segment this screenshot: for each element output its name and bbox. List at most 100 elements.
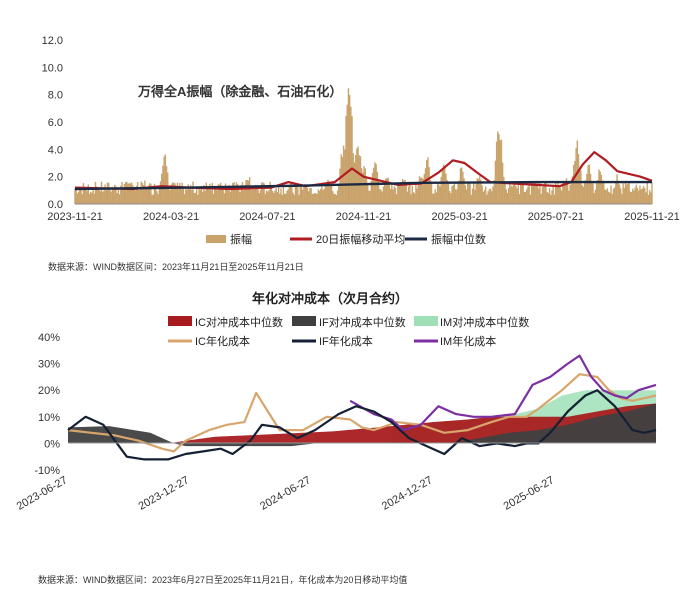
amplitude-bar	[506, 192, 509, 204]
legend-swatch-if-median	[292, 316, 316, 326]
amplitude-bar	[436, 184, 439, 204]
amplitude-bar	[80, 188, 82, 204]
amplitude-bar	[141, 183, 144, 204]
ma20-line	[74, 151, 653, 191]
amplitude-bar	[492, 186, 494, 204]
y-tick-label: -10%	[34, 465, 60, 477]
amplitude-bar	[640, 189, 642, 204]
amplitude-bar	[547, 192, 550, 204]
amplitude-bar	[438, 184, 440, 204]
amplitude-bar	[386, 178, 388, 204]
amplitude-bar	[232, 182, 234, 204]
amplitude-bar	[528, 184, 530, 204]
amplitude-bar	[507, 187, 510, 204]
amplitude-bar	[593, 193, 595, 204]
amplitude-bar	[448, 191, 451, 204]
amplitude-bar	[604, 189, 606, 204]
amplitude-bar	[282, 186, 285, 204]
amplitude-bar	[592, 183, 594, 204]
amplitude-bar	[533, 182, 535, 204]
amplitude-bar	[164, 154, 167, 204]
amplitude-bar	[513, 182, 516, 204]
amplitude-bar	[550, 194, 552, 204]
amplitude-bar	[480, 179, 482, 204]
amplitude-bar	[446, 180, 448, 204]
amplitude-bar	[538, 188, 540, 204]
amplitude-bar	[170, 184, 173, 204]
amplitude-bar	[256, 187, 258, 204]
amplitude-bar	[617, 181, 619, 204]
amplitude-bar	[601, 180, 604, 204]
ic-cost-line	[67, 373, 657, 453]
amplitude-bar	[469, 181, 471, 204]
amplitude-bar	[229, 191, 232, 204]
amplitude-bar	[563, 181, 565, 204]
amplitude-bar	[254, 184, 257, 204]
amplitude-bar	[642, 186, 645, 204]
amplitude-bar	[558, 185, 560, 204]
amplitude-bar	[86, 191, 88, 204]
amplitude-bar	[379, 189, 381, 204]
amplitude-bar	[315, 193, 317, 204]
amplitude-bar	[142, 185, 145, 204]
amplitude-bar	[424, 168, 427, 204]
amplitude-bar	[360, 168, 363, 204]
x-tick-label: 2023-11-21	[47, 211, 102, 223]
amplitude-bar	[267, 191, 269, 204]
amplitude-bar	[338, 184, 340, 204]
amplitude-bar	[224, 183, 227, 204]
amplitude-bar	[518, 194, 521, 204]
amplitude-bar	[330, 184, 333, 204]
amplitude-bar	[553, 194, 556, 204]
amplitude-bar	[536, 183, 539, 204]
amplitude-bar	[418, 176, 421, 204]
x-tick-label: 2025-11-21	[624, 211, 679, 223]
chart-title: 万得全A振幅（除金融、石油石化）	[137, 84, 342, 99]
amplitude-bar	[413, 193, 416, 204]
amplitude-bar	[503, 176, 505, 204]
amplitude-bar	[316, 193, 318, 204]
amplitude-bar	[585, 180, 587, 204]
amplitude-bar	[650, 192, 652, 204]
amplitude-bar	[138, 190, 140, 204]
amplitude-bar	[221, 189, 223, 204]
amplitude-bar	[133, 187, 135, 204]
amplitude-bar	[442, 164, 445, 204]
amplitude-bar	[579, 167, 581, 204]
amplitude-bar	[280, 188, 282, 204]
amplitude-bar	[457, 182, 459, 204]
amplitude-bar	[158, 188, 161, 204]
amplitude-bar	[105, 190, 108, 204]
amplitude-bar	[253, 189, 256, 204]
amplitude-bar	[615, 182, 617, 204]
amplitude-bar	[94, 181, 97, 204]
amplitude-bar	[586, 173, 588, 204]
x-tick-label: 2025-06-27	[502, 474, 557, 513]
amplitude-bar	[430, 181, 433, 204]
amplitude-bar	[169, 190, 171, 204]
amplitude-bar	[156, 191, 158, 204]
median-line	[74, 180, 652, 191]
legend-label: 振幅中位数	[431, 232, 486, 246]
amplitude-bar	[294, 183, 297, 204]
amplitude-bar	[368, 190, 370, 204]
amplitude-bar	[155, 188, 157, 204]
amplitude-bar	[546, 191, 548, 204]
amplitude-bar	[346, 104, 348, 204]
amplitude-bar	[332, 191, 334, 204]
amplitude-bar	[212, 193, 215, 204]
amplitude-bar	[304, 184, 306, 204]
legend-label: 20日振幅移动平均	[316, 232, 405, 246]
amplitude-bar	[530, 183, 533, 204]
amplitude-bar	[394, 187, 397, 204]
amplitude-bar	[195, 187, 198, 204]
amplitude-bar	[468, 182, 470, 204]
amplitude-bar	[275, 187, 277, 204]
amplitude-bar	[487, 191, 489, 204]
amplitude-bar	[488, 188, 491, 204]
amplitude-bar	[85, 189, 87, 204]
amplitude-bar	[599, 171, 601, 204]
amplitude-bar	[471, 188, 474, 204]
amplitude-bar	[564, 183, 566, 204]
im-cost-line	[349, 354, 657, 432]
